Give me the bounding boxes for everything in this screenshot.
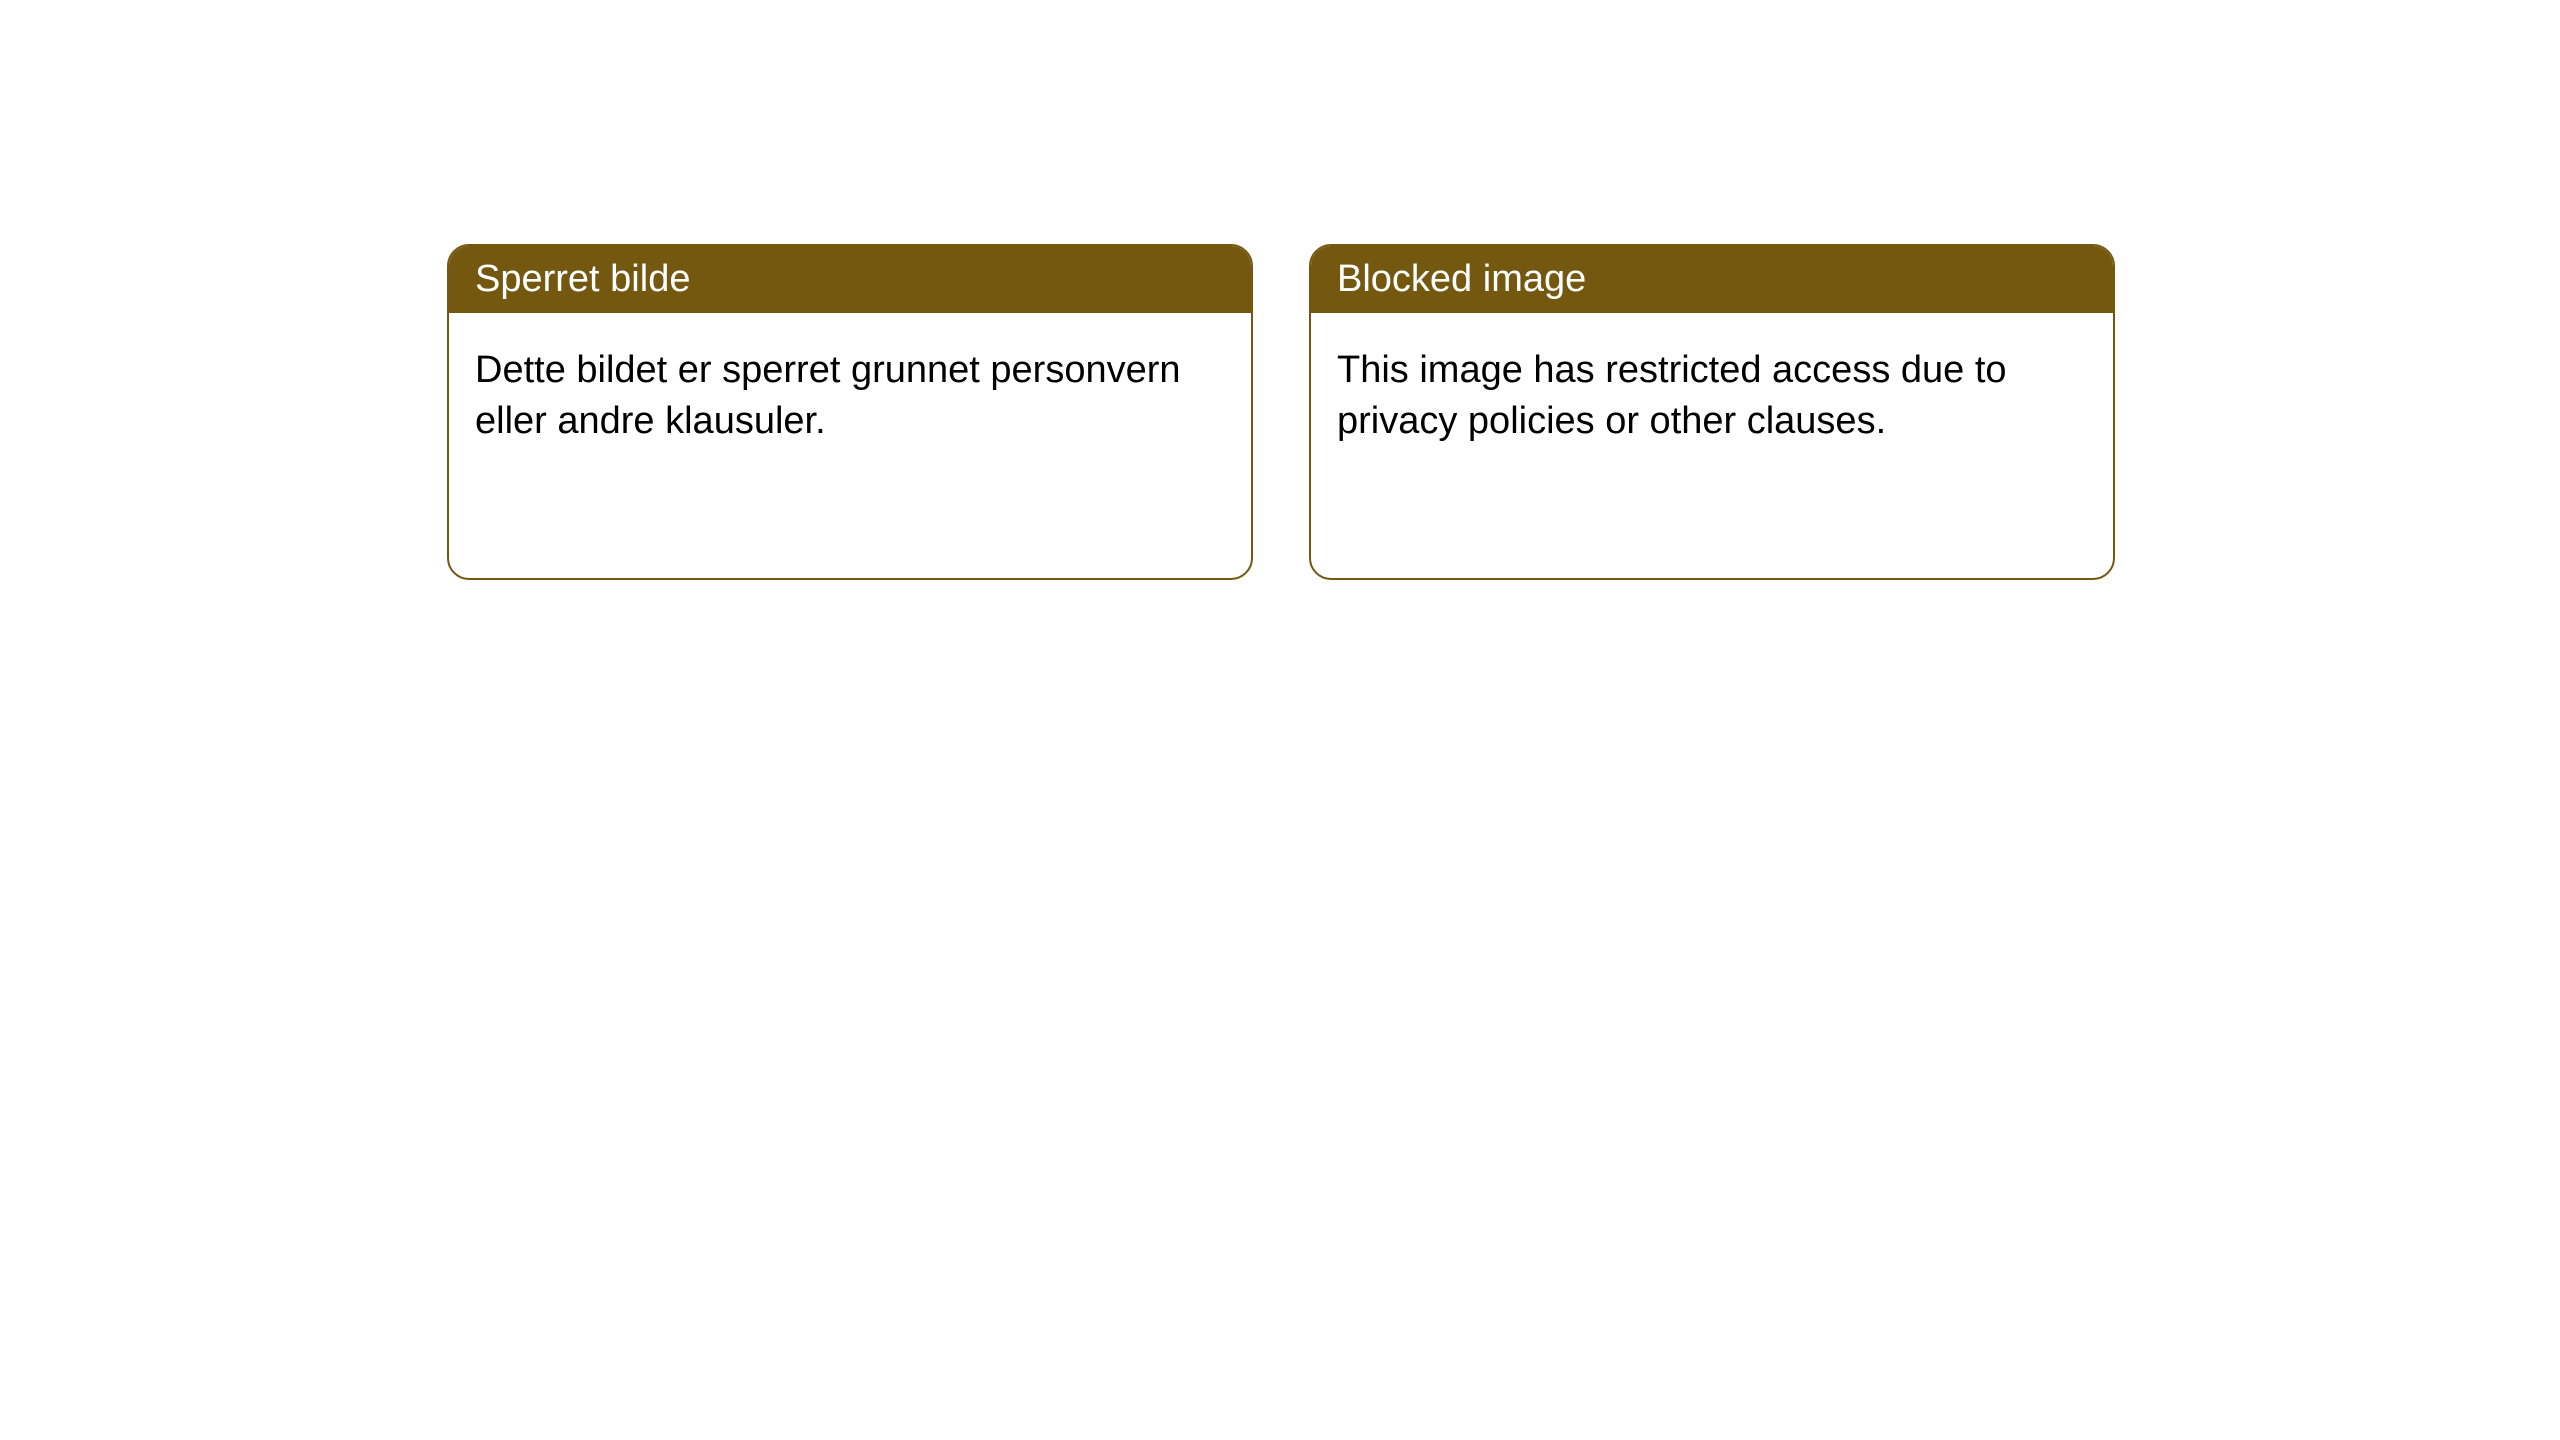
notice-header: Sperret bilde <box>449 246 1251 313</box>
notice-card-english: Blocked image This image has restricted … <box>1309 244 2115 580</box>
notice-container: Sperret bilde Dette bildet er sperret gr… <box>447 244 2115 580</box>
notice-body: This image has restricted access due to … <box>1311 313 2113 578</box>
notice-header: Blocked image <box>1311 246 2113 313</box>
notice-body: Dette bildet er sperret grunnet personve… <box>449 313 1251 578</box>
notice-card-norwegian: Sperret bilde Dette bildet er sperret gr… <box>447 244 1253 580</box>
